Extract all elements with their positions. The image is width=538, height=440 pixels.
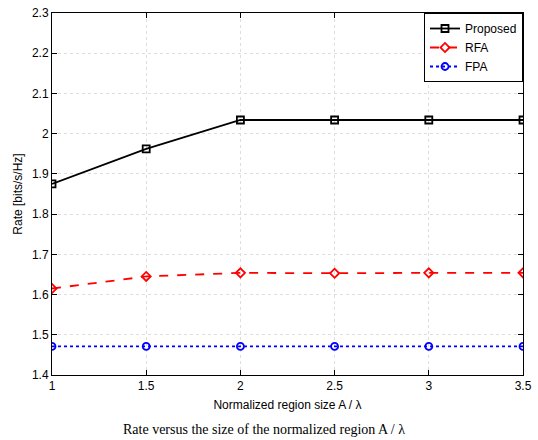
svg-text:2.5: 2.5 [326, 379, 343, 393]
svg-text:1.4: 1.4 [32, 368, 49, 382]
svg-text:Normalized region size A / λ: Normalized region size A / λ [213, 398, 361, 412]
svg-text:Rate versus the size of the no: Rate versus the size of the normalized r… [123, 422, 405, 437]
svg-text:3: 3 [425, 379, 432, 393]
svg-text:1.7: 1.7 [32, 248, 49, 262]
svg-text:3.5: 3.5 [515, 379, 532, 393]
svg-text:2.1: 2.1 [32, 87, 49, 101]
svg-text:Proposed: Proposed [465, 22, 516, 36]
svg-text:Rate [bits/s/Hz]: Rate [bits/s/Hz] [11, 153, 25, 234]
svg-text:2: 2 [42, 127, 49, 141]
svg-text:1: 1 [49, 379, 56, 393]
svg-text:1.6: 1.6 [32, 288, 49, 302]
svg-text:2.3: 2.3 [32, 6, 49, 20]
svg-text:RFA: RFA [465, 41, 488, 55]
svg-text:FPA: FPA [465, 60, 487, 74]
svg-text:1.5: 1.5 [32, 328, 49, 342]
svg-text:1.5: 1.5 [138, 379, 155, 393]
svg-text:1.9: 1.9 [32, 167, 49, 181]
svg-text:2: 2 [237, 379, 244, 393]
svg-text:1.8: 1.8 [32, 207, 49, 221]
svg-text:2.2: 2.2 [32, 46, 49, 60]
